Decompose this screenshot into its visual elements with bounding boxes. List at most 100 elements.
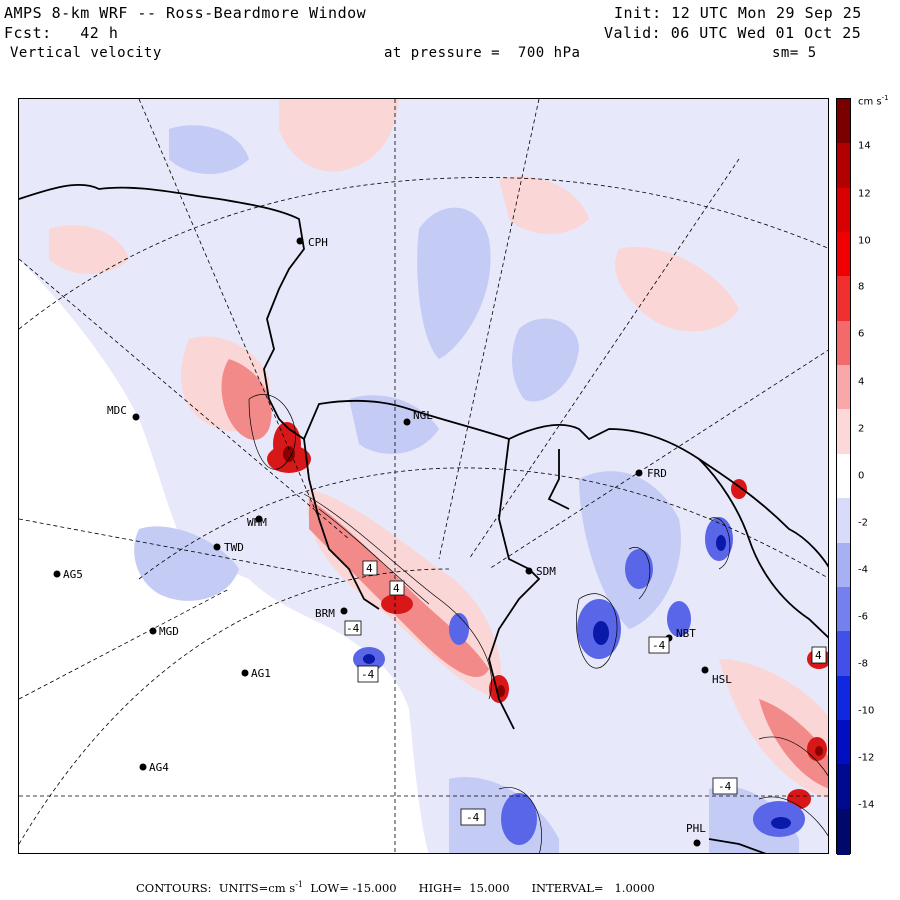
contour-label-text: 4: [393, 582, 400, 595]
colorbar-swatch: [837, 320, 850, 367]
contour-label-box: -4: [460, 808, 486, 826]
colorbar-swatch: [837, 276, 850, 323]
colorbar-swatch: [837, 365, 850, 411]
station-dot: [132, 413, 140, 421]
station-dot: [241, 669, 249, 677]
smoothing: sm= 5: [772, 45, 817, 61]
footer-contours: CONTOURS:: [136, 880, 212, 895]
colorbar: [836, 98, 851, 855]
contour-lines: [248, 394, 828, 853]
station-dot: [255, 515, 263, 523]
station-dot: [403, 418, 411, 426]
station-markers: [53, 237, 709, 847]
forecast-hour: Fcst: 42 h: [4, 24, 119, 42]
station-label-ngl: NGL: [413, 409, 433, 422]
contour-label-text: 4: [815, 649, 822, 662]
coastline: [19, 183, 828, 853]
station-label-hsl: HSL: [712, 673, 732, 686]
colorbar-label: -12: [858, 752, 875, 764]
footer-interval: INTERVAL= 1.0000: [531, 880, 655, 895]
colorbar-swatch: [837, 675, 850, 722]
colorbar-label: 6: [858, 328, 865, 340]
colorbar-label: -8: [858, 658, 868, 670]
footer-low: LOW= -15.000: [310, 880, 397, 895]
valid-time: Valid: 06 UTC Wed 01 Oct 25: [604, 24, 862, 42]
colorbar-swatch: [837, 232, 850, 278]
station-label-ag1: AG1: [251, 667, 271, 680]
station-label-brm: BRM: [315, 607, 335, 620]
contour-label-box: -4: [357, 665, 379, 683]
field-name: Vertical velocity: [10, 45, 162, 61]
station-dot: [53, 570, 61, 578]
station-dot: [139, 763, 147, 771]
station-label-nbt: NBT: [676, 627, 696, 640]
footer-units: UNITS=cm s-1: [218, 880, 303, 895]
colorbar-swatch: [837, 409, 850, 456]
contour-label-box: -4: [648, 636, 670, 654]
contour-label-box: 4: [389, 580, 405, 596]
station-label-ag4: AG4: [149, 761, 169, 774]
colorbar-label: 4: [858, 376, 865, 388]
contour-label-text: -4: [718, 780, 732, 793]
station-dot: [701, 666, 709, 674]
colorbar-units: cm s-1: [858, 94, 889, 108]
colorbar-label: -6: [858, 611, 868, 623]
colorbar-swatch: [837, 187, 850, 234]
station-dot: [213, 543, 221, 551]
contour-label-box: 4: [362, 560, 378, 576]
colorbar-label: -14: [858, 799, 875, 811]
contour-label-text: 4: [366, 562, 373, 575]
colorbar-label: 10: [858, 235, 871, 247]
pressure-level: at pressure = 700 hPa: [384, 45, 581, 61]
colorbar-label: 14: [858, 140, 871, 152]
colorbar-swatch: [837, 498, 850, 545]
colorbar-label: 2: [858, 423, 865, 435]
contour-label-boxes: 4 -4 -4 4 -4 4: [344, 560, 827, 826]
plateau-mask: [19, 259, 429, 853]
contour-label-text: -4: [346, 622, 360, 635]
station-label-ag5: AG5: [63, 568, 83, 581]
contour-label-text: -4: [652, 639, 666, 652]
map-title: AMPS 8-km WRF -- Ross-Beardmore Window: [4, 4, 367, 22]
contour-label-box: -4: [712, 777, 738, 795]
station-label-mdc: MDC: [107, 404, 127, 417]
colorbar-swatch: [837, 719, 850, 766]
contour-label-text: -4: [466, 811, 480, 824]
colorbar-label: -10: [858, 705, 875, 717]
extreme-descent-cells: [363, 535, 791, 829]
colorbar-swatch: [837, 586, 850, 633]
colorbar-label: 8: [858, 281, 865, 293]
strong-descent-cells: [353, 517, 805, 845]
contour-label-box: -4: [344, 620, 362, 636]
station-label-phl: PHL: [686, 822, 706, 835]
colorbar-label: -2: [858, 517, 868, 529]
station-dot: [296, 237, 304, 245]
colorbar-swatch: [837, 631, 850, 678]
colorbar-labels: cm s-1 14 12 10 8 6 4 2 0 -2 -4 -6 -8 -1…: [858, 94, 900, 854]
colorbar-swatch: [837, 453, 850, 500]
vertical-velocity-map: CPH MDC NGL FRD AG5 MGD AG1 AG4 WHM TWD …: [18, 98, 829, 854]
extreme-ascent-cells: [283, 446, 823, 756]
station-labels: CPH MDC NGL FRD AG5 MGD AG1 AG4 WHM TWD …: [63, 236, 732, 835]
station-dot: [693, 839, 701, 847]
station-dot: [340, 607, 348, 615]
station-label-mgd: MGD: [159, 625, 179, 638]
station-label-whm: WHM: [247, 516, 267, 529]
colorbar-swatch: [837, 808, 850, 855]
station-label-cph: CPH: [308, 236, 328, 249]
contour-label-text: -4: [361, 668, 375, 681]
station-label-twd: TWD: [224, 541, 244, 554]
colorbar-swatch: [837, 99, 850, 145]
contour-label-box: 4: [811, 646, 827, 664]
station-label-frd: FRD: [647, 467, 667, 480]
footer-high: HIGH= 15.000: [418, 880, 510, 895]
init-time: Init: 12 UTC Mon 29 Sep 25: [614, 4, 862, 22]
contour-info-footer: CONTOURS: UNITS=cm s-1 LOW= -15.000 HIGH…: [136, 880, 655, 895]
graticule: [19, 99, 828, 853]
station-label-sdm: SDM: [536, 565, 556, 578]
station-dot: [635, 469, 643, 477]
colorbar-swatch: [837, 764, 850, 811]
colorbar-swatch: [837, 143, 850, 190]
station-dot: [525, 567, 533, 575]
colorbar-label: -4: [858, 564, 868, 576]
